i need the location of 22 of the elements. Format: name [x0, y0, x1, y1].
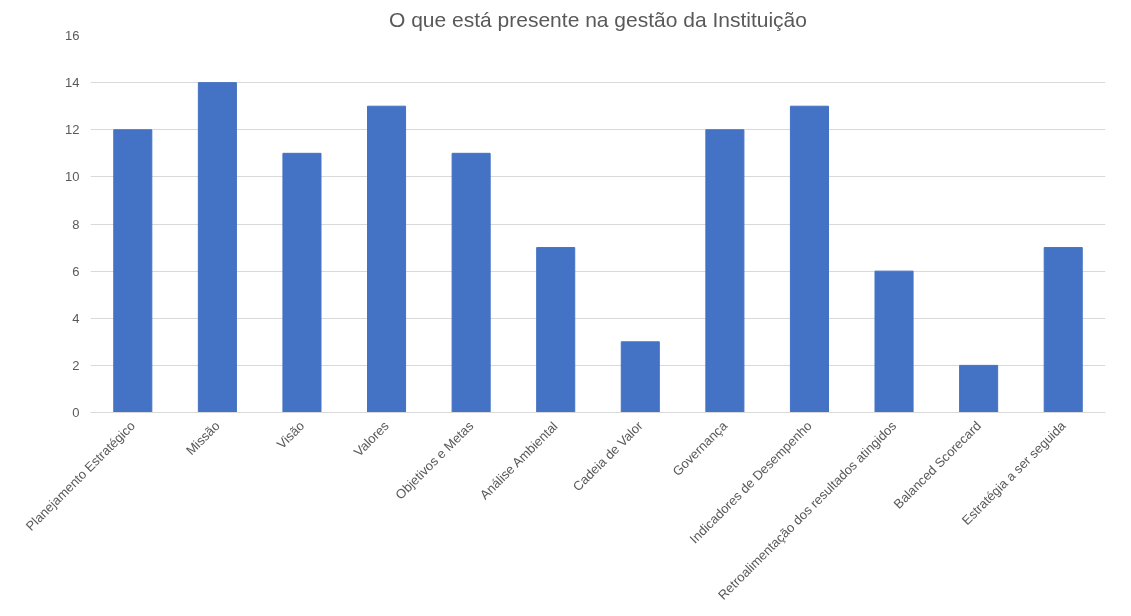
bar — [789, 105, 829, 413]
bar — [367, 105, 407, 413]
bar — [536, 247, 576, 413]
y-tick-label: 16 — [65, 28, 80, 43]
y-tick-label: 0 — [72, 405, 80, 420]
y-tick-label: 10 — [65, 169, 80, 185]
y-tick-label: 6 — [72, 263, 80, 279]
y-tick-label: 4 — [72, 310, 80, 326]
bar — [874, 270, 914, 413]
y-tick-label: 14 — [65, 75, 80, 91]
y-tick-label: 8 — [72, 216, 80, 232]
y-tick-label: 2 — [72, 357, 80, 373]
bar — [282, 152, 322, 413]
bar — [959, 364, 999, 413]
bar — [113, 129, 153, 413]
chart-title: O que está presente na gestão da Instituição — [389, 7, 807, 31]
bar — [197, 82, 237, 413]
bar — [451, 152, 491, 413]
bar — [620, 341, 660, 413]
bar — [705, 129, 745, 413]
bar — [1043, 247, 1083, 413]
y-tick-label: 12 — [65, 122, 80, 138]
